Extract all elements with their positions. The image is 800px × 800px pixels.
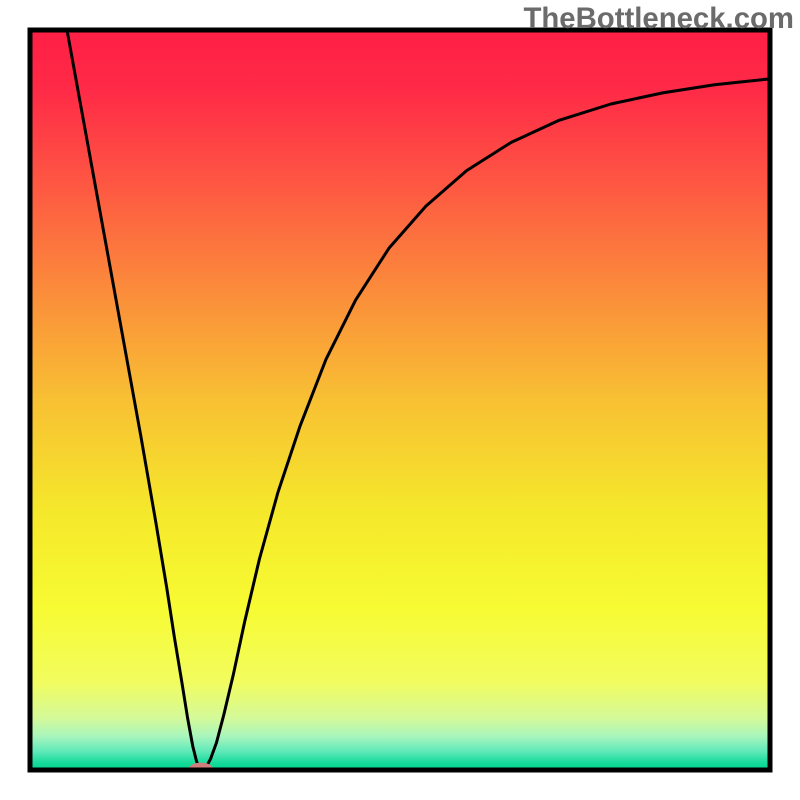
bottleneck-chart bbox=[0, 0, 800, 800]
gradient-background bbox=[30, 30, 770, 770]
chart-container: TheBottleneck.com bbox=[0, 0, 800, 800]
